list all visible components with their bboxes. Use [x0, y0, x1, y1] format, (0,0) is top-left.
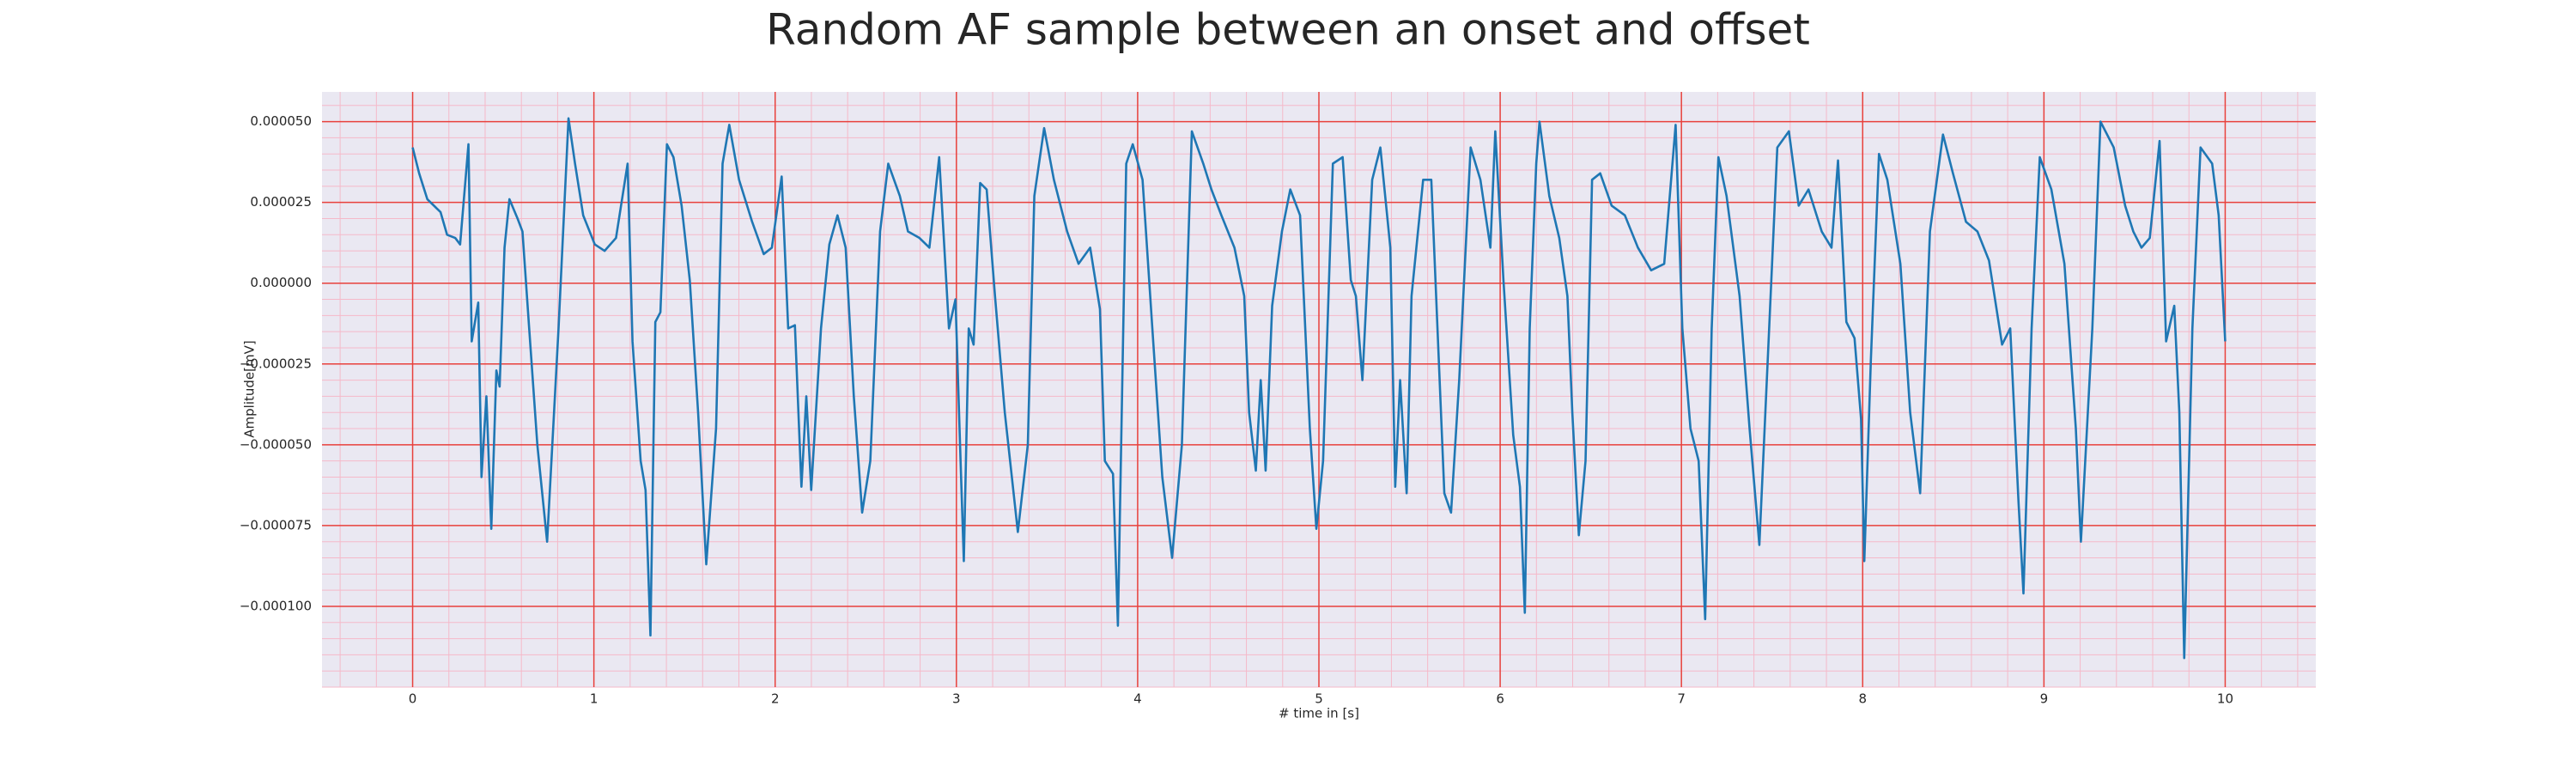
y-tick-label: −0.000050: [240, 436, 312, 452]
y-tick-label: −0.000100: [240, 598, 312, 613]
plot-lines: [411, 117, 2227, 660]
x-tick-label: 3: [952, 691, 961, 707]
chart-title: Random AF sample between an onset and of…: [766, 5, 1810, 55]
x-tick-label: 4: [1133, 691, 1142, 707]
x-tick-label: 6: [1496, 691, 1504, 707]
y-tick-label: 0.000050: [250, 113, 312, 129]
y-tick-label: 0.000025: [250, 194, 312, 210]
y-tick-label: −0.000025: [240, 356, 312, 371]
x-tick-label: 5: [1315, 691, 1323, 707]
x-tick-label: 9: [2040, 691, 2049, 707]
x-axis-label: # time in [s]: [1279, 706, 1359, 721]
x-tick-label: 0: [409, 691, 417, 707]
x-tick-label: 2: [771, 691, 780, 707]
y-tick-label: 0.000000: [250, 275, 312, 290]
data-line: [411, 117, 2227, 660]
x-tick-label: 7: [1677, 691, 1686, 707]
x-tick-label: 1: [590, 691, 598, 707]
x-tick-label: 10: [2217, 691, 2233, 707]
x-tick-label: 8: [1858, 691, 1867, 707]
y-axis-label: Amplitude[mV]: [242, 340, 258, 437]
y-tick-label: −0.000075: [240, 517, 312, 533]
